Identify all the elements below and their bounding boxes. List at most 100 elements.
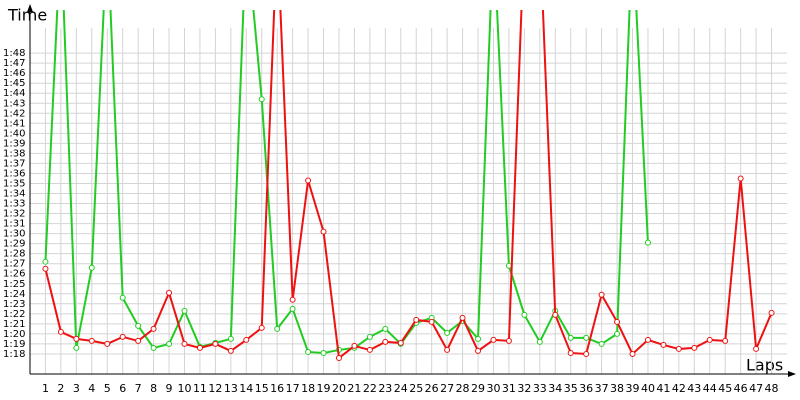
y-tick-label: 1:46 xyxy=(3,68,25,79)
data-point xyxy=(644,336,651,343)
x-tick-label: 21 xyxy=(347,382,361,395)
data-point xyxy=(135,337,142,344)
data-point xyxy=(475,335,482,342)
x-tick-label: 5 xyxy=(104,382,111,395)
y-tick-label: 1:28 xyxy=(3,249,25,260)
data-point xyxy=(42,265,49,272)
x-tick-label: 25 xyxy=(409,382,423,395)
y-tick-label: 1:37 xyxy=(3,158,25,169)
x-tick-label: 47 xyxy=(749,382,763,395)
x-tick-label: 27 xyxy=(440,382,454,395)
y-tick-label: 1:38 xyxy=(3,148,25,159)
data-point xyxy=(614,330,621,337)
data-point xyxy=(119,294,126,301)
x-tick-label: 39 xyxy=(626,382,640,395)
data-point xyxy=(88,337,95,344)
x-tick-label: 14 xyxy=(239,382,253,395)
data-point xyxy=(320,349,327,356)
data-point xyxy=(505,262,512,269)
y-tick-label: 1:29 xyxy=(3,239,25,250)
data-point xyxy=(382,338,389,345)
y-tick-label: 1:21 xyxy=(3,319,25,330)
data-point xyxy=(73,335,80,342)
x-tick-label: 12 xyxy=(208,382,222,395)
x-tick-label: 11 xyxy=(193,382,207,395)
data-point xyxy=(444,346,451,353)
data-point xyxy=(614,318,621,325)
x-tick-label: 9 xyxy=(166,382,173,395)
y-tick-label: 1:47 xyxy=(3,58,25,69)
x-tick-label: 24 xyxy=(394,382,408,395)
y-tick-label: 1:26 xyxy=(3,269,25,280)
x-tick-label: 28 xyxy=(456,382,470,395)
x-tick-label: 19 xyxy=(317,382,331,395)
y-tick-label: 1:44 xyxy=(3,88,25,99)
data-point xyxy=(567,334,574,341)
y-tick-label: 1:22 xyxy=(3,309,25,320)
y-tick-label: 1:32 xyxy=(3,209,25,220)
x-tick-label: 46 xyxy=(734,382,748,395)
data-point xyxy=(428,318,435,325)
data-point xyxy=(243,336,250,343)
data-point xyxy=(351,342,358,349)
data-point xyxy=(366,333,373,340)
y-tick-label: 1:23 xyxy=(3,299,25,310)
x-tick-label: 38 xyxy=(610,382,624,395)
y-tick-label: 1:45 xyxy=(3,78,25,89)
data-point xyxy=(552,311,559,318)
x-tick-label: 6 xyxy=(119,382,126,395)
x-tick-label: 15 xyxy=(255,382,269,395)
x-tick-label: 16 xyxy=(270,382,284,395)
data-point xyxy=(289,296,296,303)
x-tick-label: 43 xyxy=(687,382,701,395)
data-point xyxy=(320,228,327,235)
x-tick-label: 44 xyxy=(703,382,717,395)
y-tick-label: 1:31 xyxy=(3,219,25,230)
data-point xyxy=(644,239,651,246)
data-point xyxy=(366,346,373,353)
data-point xyxy=(181,307,188,314)
data-point xyxy=(583,334,590,341)
data-point xyxy=(536,338,543,345)
data-point xyxy=(289,305,296,312)
y-tick-label: 1:36 xyxy=(3,168,25,179)
data-point xyxy=(567,349,574,356)
data-point xyxy=(212,340,219,347)
y-tick-label: 1:27 xyxy=(3,259,25,270)
data-point xyxy=(258,96,265,103)
data-point xyxy=(706,336,713,343)
data-point xyxy=(753,345,760,352)
y-tick-label: 1:24 xyxy=(3,289,25,300)
x-tick-label: 1 xyxy=(42,382,49,395)
data-point xyxy=(181,340,188,347)
data-point xyxy=(57,328,64,335)
y-tick-label: 1:34 xyxy=(3,189,25,200)
data-point xyxy=(768,309,775,316)
x-tick-label: 29 xyxy=(471,382,485,395)
x-tick-label: 30 xyxy=(486,382,500,395)
y-tick-label: 1:25 xyxy=(3,279,25,290)
plot-area xyxy=(42,10,775,361)
y-tick-label: 1:35 xyxy=(3,178,25,189)
y-tick-label: 1:19 xyxy=(3,339,25,350)
data-point xyxy=(258,324,265,331)
x-tick-label: 36 xyxy=(579,382,593,395)
x-tick-label: 20 xyxy=(332,382,346,395)
data-point xyxy=(166,289,173,296)
x-tick-label: 13 xyxy=(224,382,238,395)
data-point xyxy=(335,354,342,361)
data-point xyxy=(722,337,729,344)
data-point xyxy=(505,337,512,344)
x-tick-label: 32 xyxy=(517,382,531,395)
x-tick-label: 40 xyxy=(641,382,655,395)
y-tick-label: 1:48 xyxy=(3,48,25,59)
x-tick-label: 2 xyxy=(57,382,64,395)
data-point xyxy=(598,340,605,347)
data-point xyxy=(382,325,389,332)
y-axis-title: Time xyxy=(7,6,47,25)
data-point xyxy=(88,264,95,271)
x-tick-label: 37 xyxy=(595,382,609,395)
data-point xyxy=(305,177,312,184)
data-point xyxy=(196,344,203,351)
data-point xyxy=(227,335,234,342)
